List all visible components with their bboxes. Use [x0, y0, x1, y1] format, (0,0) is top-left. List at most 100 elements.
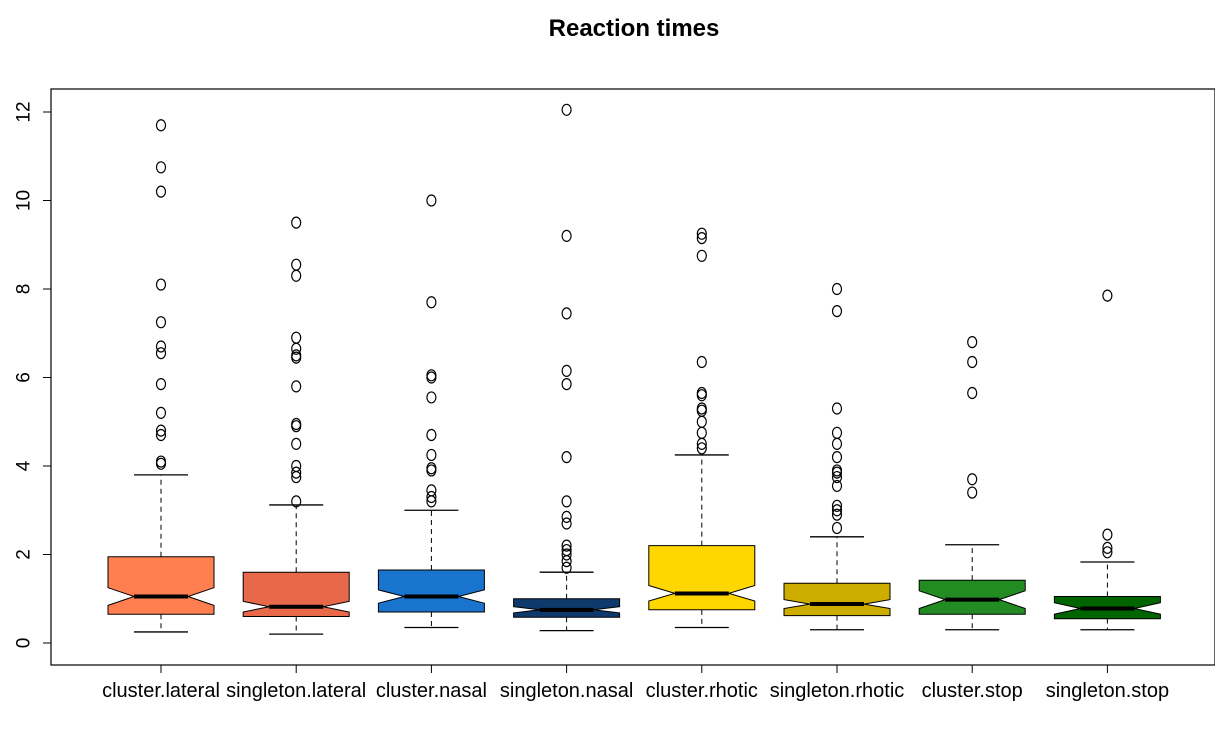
outlier-point — [831, 470, 843, 484]
y-tick-label: 4 — [14, 460, 35, 471]
outlier-point — [561, 510, 572, 523]
outlier-point — [831, 437, 843, 450]
box-group — [1053, 289, 1161, 631]
chart-title: Reaction times — [549, 15, 720, 42]
outlier-point — [291, 349, 302, 362]
outlier-point — [831, 508, 843, 521]
outlier-point — [561, 451, 572, 464]
x-tick-label: cluster.lateral — [102, 680, 220, 702]
box-group — [242, 216, 350, 635]
outlier-point — [426, 194, 437, 207]
box-group — [918, 336, 1026, 631]
boxes — [107, 103, 1161, 635]
box-group — [513, 103, 621, 632]
outlier-point — [831, 464, 843, 477]
box-group — [648, 227, 756, 629]
outlier-point — [561, 103, 572, 116]
outlier-point — [155, 424, 167, 437]
outlier-point — [155, 347, 167, 360]
box — [648, 545, 756, 611]
outlier-point — [561, 543, 572, 557]
outlier-point — [696, 386, 707, 400]
outlier-point — [291, 495, 302, 508]
outlier-point — [1102, 528, 1113, 541]
outlier-point — [291, 258, 302, 271]
plot-frame — [50, 88, 1215, 666]
outlier-point — [831, 305, 843, 318]
outlier-point — [831, 521, 843, 535]
outlier-point — [696, 415, 707, 428]
y-tick-label: 12 — [14, 101, 35, 122]
box — [242, 571, 350, 617]
outlier-point — [696, 232, 707, 245]
outlier-point — [155, 185, 167, 198]
outlier-point — [1102, 541, 1113, 554]
outlier-point — [1102, 289, 1113, 302]
y-tick-label: 8 — [14, 284, 35, 295]
x-tick-label: cluster.nasal — [376, 680, 487, 702]
outlier-point — [1102, 546, 1113, 559]
outlier-point — [561, 548, 572, 561]
outlier-point — [561, 378, 572, 391]
outlier-point — [696, 442, 707, 455]
outlier-point — [561, 229, 572, 242]
outlier-point — [291, 216, 302, 229]
outlier-point — [831, 504, 843, 517]
x-axis: cluster.lateral singleton.lateral cluster.… — [102, 664, 1169, 702]
outlier-point — [155, 119, 167, 132]
outlier-point — [561, 517, 572, 530]
outlier-point — [967, 336, 978, 349]
outlier-point — [291, 459, 302, 473]
y-tick-label: 2 — [14, 549, 35, 560]
box — [377, 569, 485, 613]
x-tick-label: cluster.stop — [922, 680, 1023, 702]
outlier-point — [291, 269, 302, 282]
x-tick-label: singleton.nasal — [500, 680, 633, 702]
outlier-point — [426, 296, 437, 309]
box — [918, 579, 1026, 615]
outlier-point — [967, 486, 978, 499]
outlier-point — [831, 451, 843, 464]
outlier-point — [561, 364, 572, 377]
outlier-point — [426, 448, 437, 462]
box-group — [783, 282, 891, 631]
outlier-point — [426, 490, 437, 504]
outlier-point — [155, 340, 167, 353]
outlier-point — [291, 380, 302, 393]
outlier-point — [155, 378, 167, 391]
box-group — [377, 194, 485, 629]
outlier-point — [831, 402, 843, 415]
y-tick-label: 10 — [14, 190, 35, 211]
outlier-point — [155, 406, 167, 419]
y-tick-label: 0 — [14, 638, 35, 649]
x-tick-label: cluster.rhotic — [646, 680, 758, 702]
outlier-point — [155, 316, 167, 329]
outlier-point — [155, 455, 167, 468]
outlier-point — [155, 278, 167, 291]
outlier-point — [155, 428, 167, 442]
outlier-point — [426, 391, 437, 404]
y-axis: 0 2 4 6 8 10 12 — [14, 101, 52, 649]
outlier-point — [696, 426, 707, 439]
box — [783, 582, 891, 617]
outlier-point — [561, 307, 572, 320]
outlier-point — [291, 466, 302, 479]
outlier-point — [696, 227, 707, 240]
y-tick-label: 6 — [14, 372, 35, 383]
x-tick-label: singleton.stop — [1046, 680, 1169, 702]
outlier-point — [967, 473, 978, 486]
outlier-point — [561, 495, 572, 508]
outlier-point — [561, 539, 572, 552]
outlier-point — [967, 355, 978, 369]
outlier-point — [291, 417, 302, 431]
outlier-point — [696, 402, 707, 415]
x-tick-label: singleton.lateral — [226, 680, 366, 702]
outlier-point — [291, 331, 302, 344]
outlier-point — [831, 479, 843, 493]
outlier-point — [426, 369, 437, 382]
outlier-point — [561, 561, 572, 574]
outlier-point — [831, 282, 843, 296]
outlier-point — [561, 555, 572, 568]
outlier-point — [426, 462, 437, 475]
